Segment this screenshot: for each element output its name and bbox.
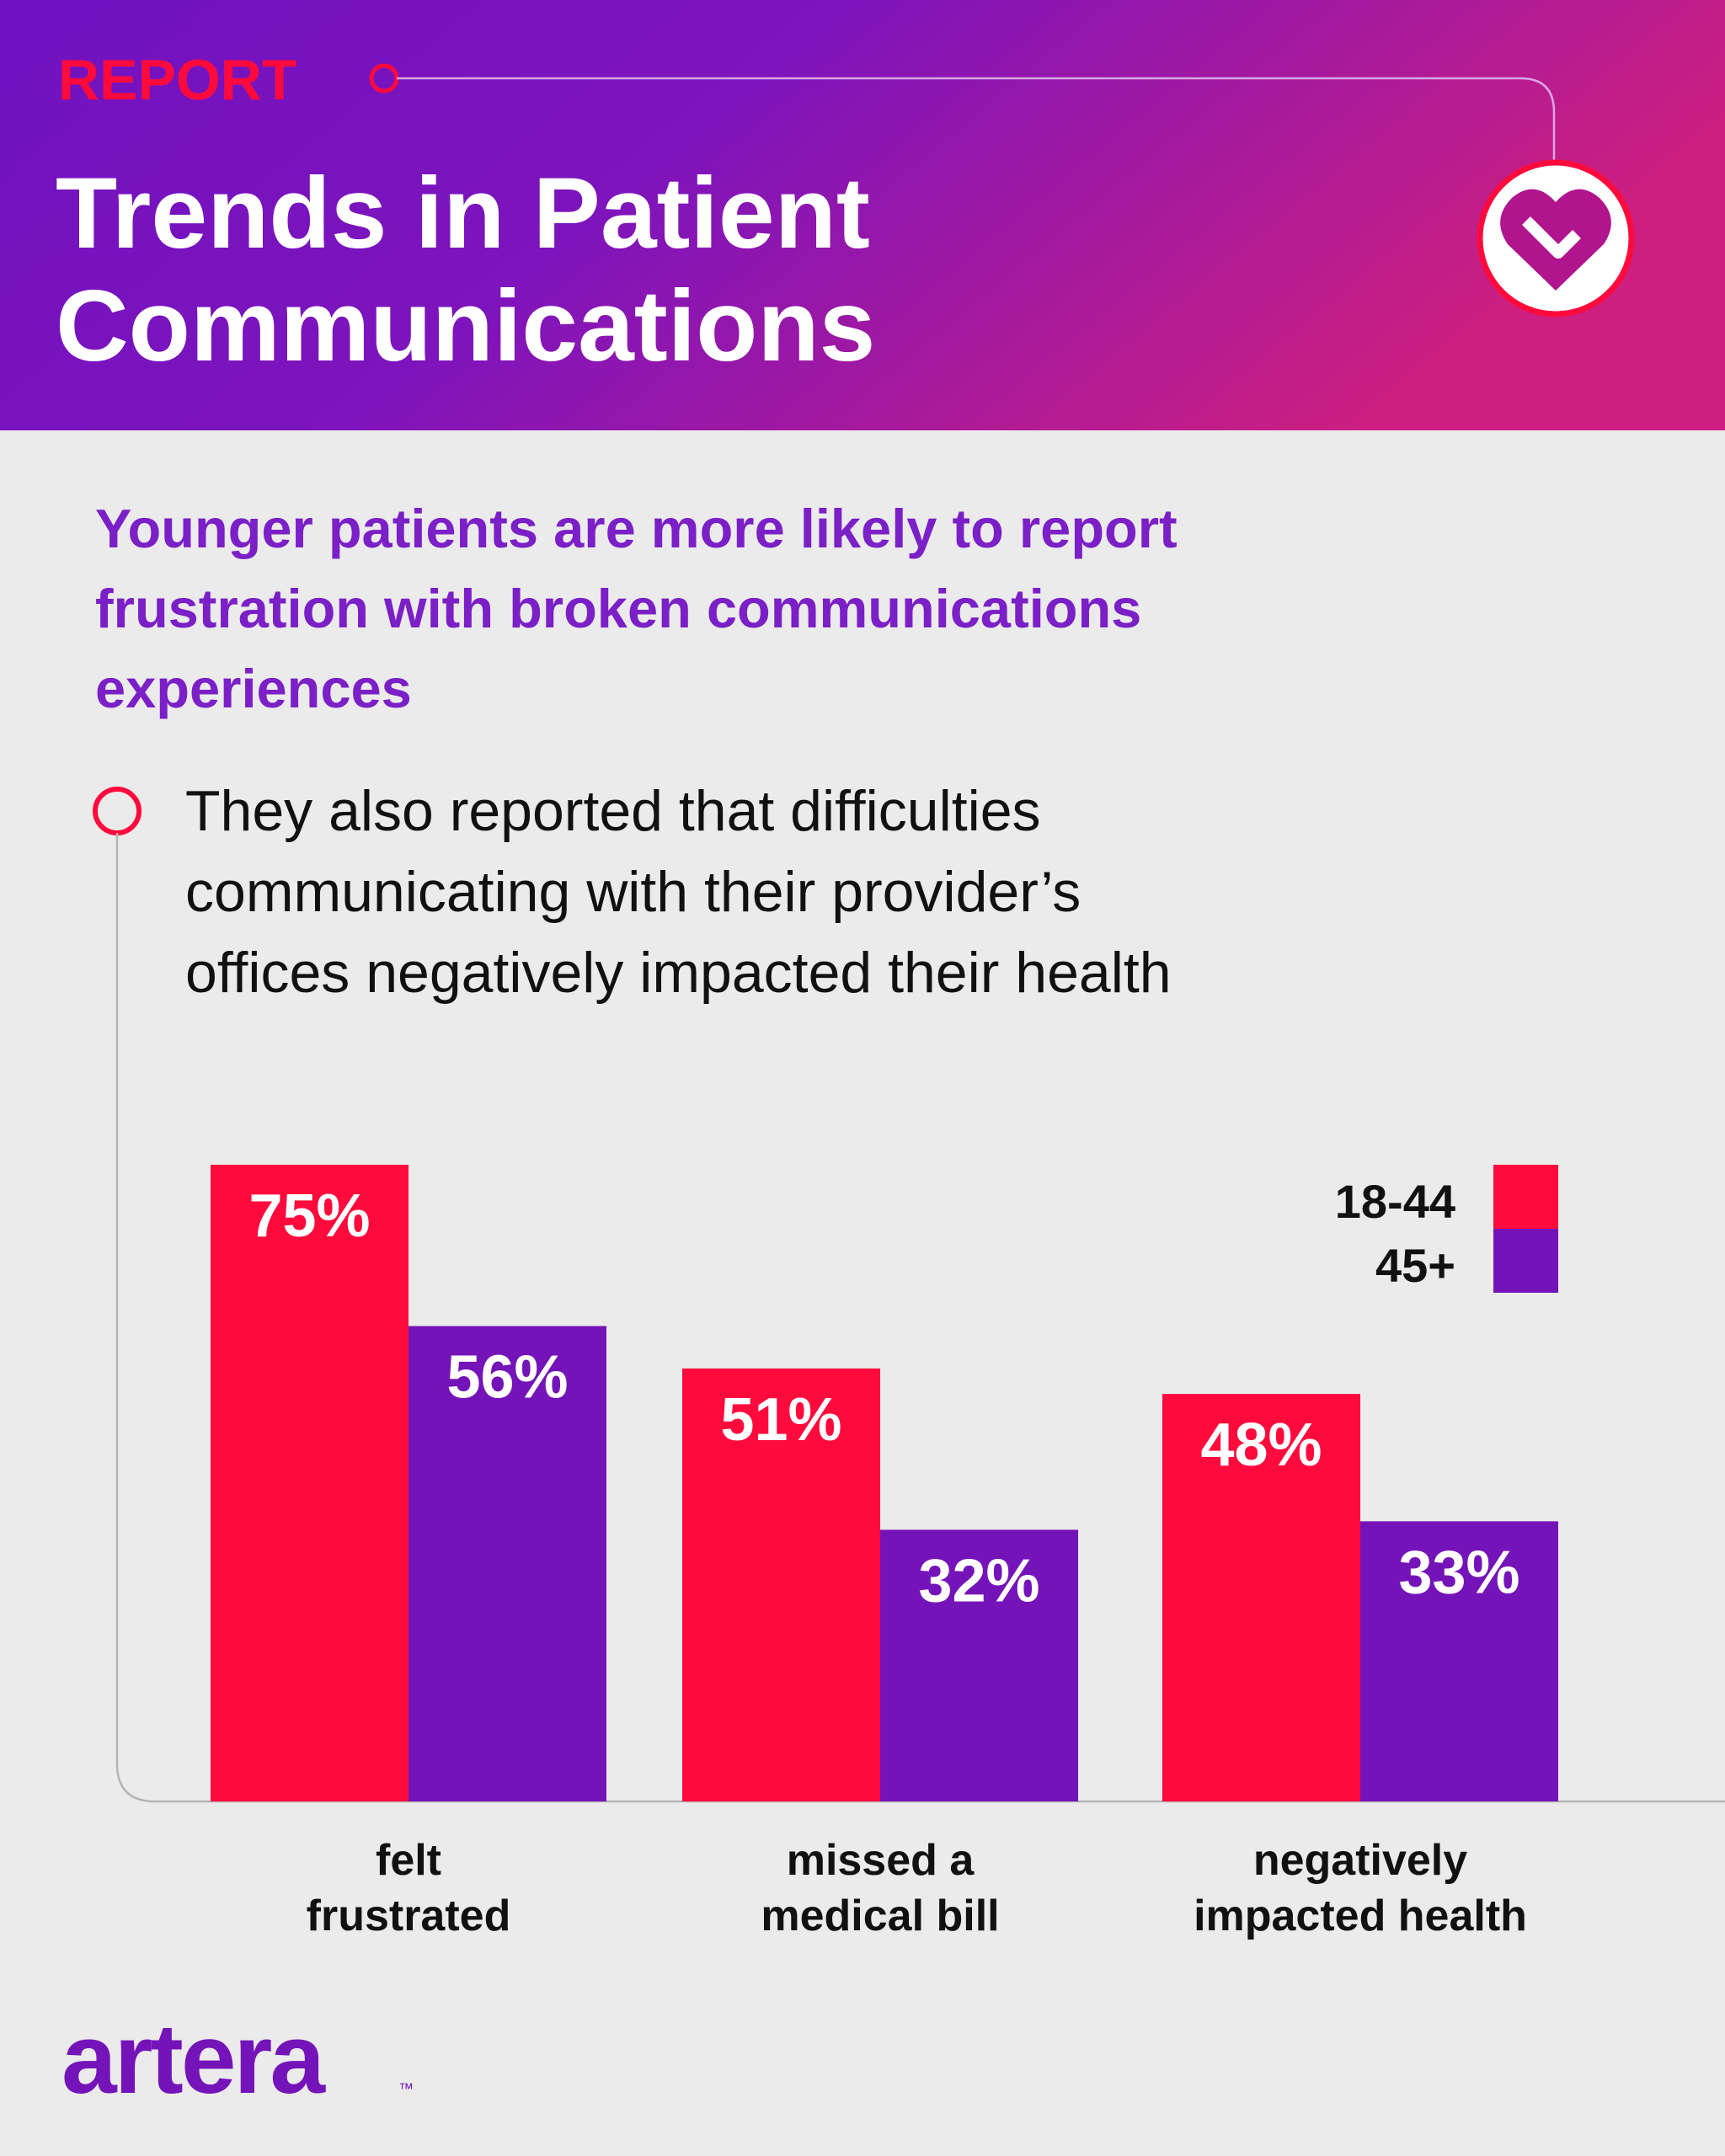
- bar: [211, 1165, 409, 1801]
- logo-mark: ™: [398, 2080, 414, 2097]
- legend-swatch: [1493, 1165, 1558, 1229]
- timeline: [115, 833, 1725, 1803]
- legend-label: 45+: [1375, 1239, 1455, 1292]
- bar: [409, 1326, 606, 1801]
- x-tick-label: negatively impacted health: [1194, 1836, 1527, 1940]
- value-label: 51%: [720, 1386, 841, 1454]
- x-tick-label: felt frustrated: [306, 1836, 511, 1940]
- heart-check: [1522, 216, 1581, 259]
- bar: [1162, 1394, 1360, 1801]
- subtitle: Younger patients are more likely to repo…: [95, 498, 1178, 719]
- x-tick-label: missed a medical bill: [761, 1836, 1000, 1940]
- bar: [1360, 1521, 1558, 1801]
- title: Trends in Patient Communications: [56, 157, 876, 382]
- value-label: 33%: [1398, 1539, 1519, 1606]
- heart-icon: [1500, 189, 1611, 291]
- note: They also reported that difficulties com…: [185, 779, 1172, 1005]
- value-label: 56%: [446, 1344, 568, 1412]
- report-tag: REPORT: [58, 48, 297, 112]
- bar: [682, 1368, 880, 1801]
- legend-label: 18-44: [1335, 1175, 1455, 1228]
- logo: artera: [61, 2004, 325, 2115]
- note-dot: [93, 787, 142, 835]
- bar: [880, 1529, 1078, 1801]
- connector: [397, 77, 1556, 160]
- value-label: 75%: [248, 1182, 370, 1250]
- legend-swatch: [1493, 1229, 1558, 1293]
- header-band: [0, 0, 1725, 430]
- value-label: 48%: [1200, 1412, 1322, 1479]
- value-label: 32%: [918, 1547, 1039, 1614]
